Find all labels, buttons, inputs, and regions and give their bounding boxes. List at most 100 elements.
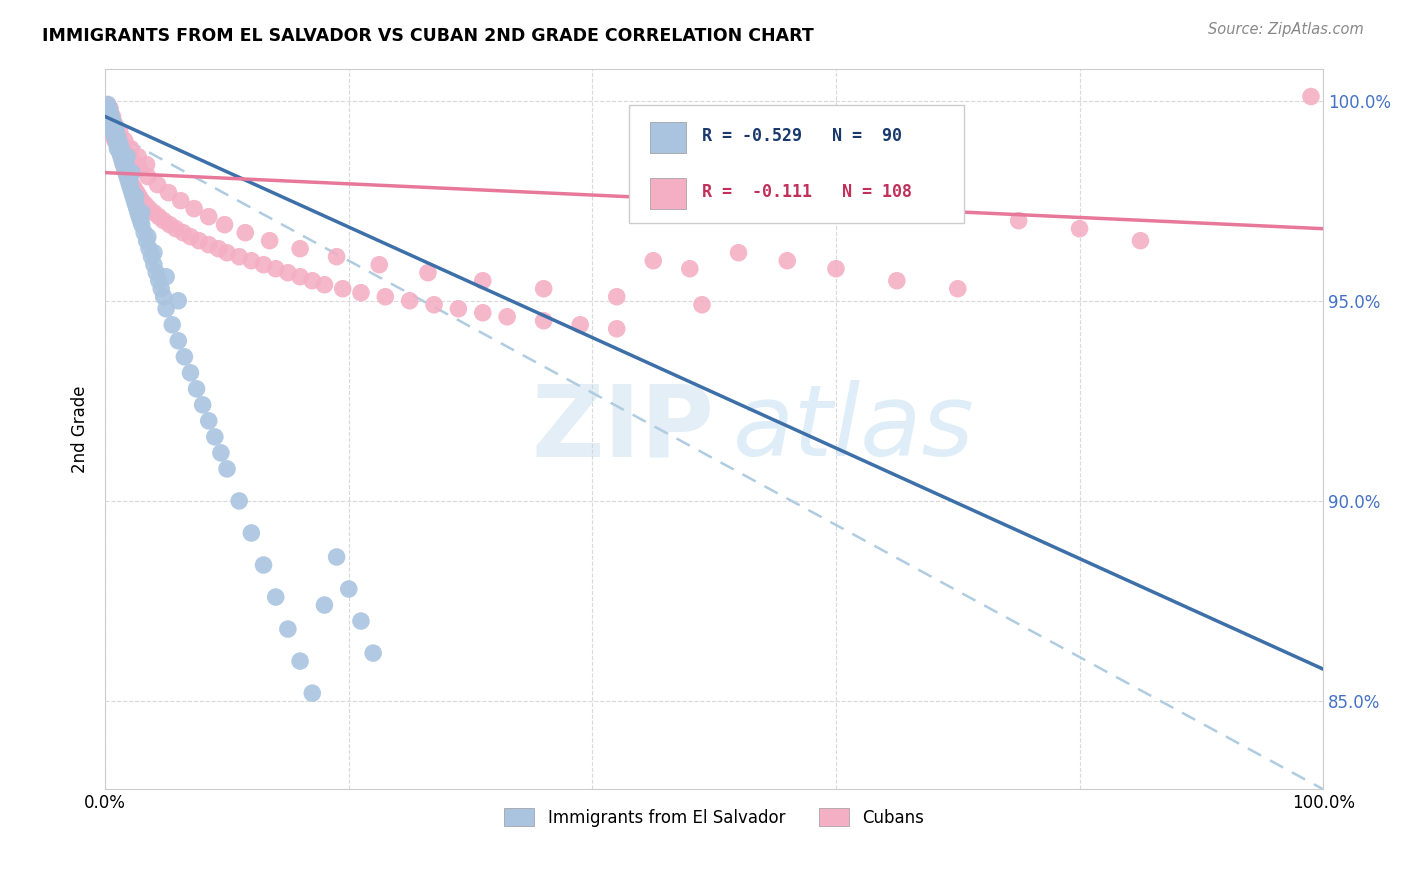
Point bbox=[97, 102, 120, 116]
Point bbox=[252, 258, 274, 272]
Point bbox=[155, 269, 177, 284]
Point bbox=[114, 153, 136, 168]
Point bbox=[288, 269, 311, 284]
Bar bbox=[650, 178, 686, 209]
Point bbox=[152, 290, 174, 304]
Y-axis label: 2nd Grade: 2nd Grade bbox=[72, 385, 89, 473]
Point bbox=[152, 213, 174, 227]
Point bbox=[111, 150, 134, 164]
Point bbox=[131, 218, 153, 232]
Point bbox=[277, 622, 299, 636]
Point bbox=[155, 301, 177, 316]
Point bbox=[135, 234, 157, 248]
Point bbox=[105, 126, 128, 140]
Point bbox=[105, 137, 128, 152]
Point bbox=[368, 258, 391, 272]
Point bbox=[172, 226, 194, 240]
Point bbox=[188, 234, 211, 248]
Point bbox=[148, 210, 170, 224]
Point bbox=[142, 205, 165, 219]
Point bbox=[886, 274, 908, 288]
Point bbox=[97, 97, 120, 112]
Point bbox=[314, 598, 336, 612]
Point bbox=[115, 150, 138, 164]
Point bbox=[332, 282, 354, 296]
Point bbox=[122, 189, 145, 203]
Point bbox=[214, 218, 236, 232]
Point bbox=[104, 118, 127, 132]
Point bbox=[228, 250, 250, 264]
Point bbox=[104, 126, 127, 140]
Point bbox=[167, 293, 190, 308]
Point bbox=[447, 301, 470, 316]
Point bbox=[96, 105, 118, 120]
Point bbox=[101, 121, 124, 136]
Point bbox=[288, 242, 311, 256]
Point bbox=[114, 158, 136, 172]
Point bbox=[97, 105, 120, 120]
Point bbox=[128, 161, 150, 176]
Point bbox=[134, 197, 156, 211]
Point bbox=[252, 558, 274, 572]
Point bbox=[118, 178, 141, 192]
Point bbox=[215, 462, 238, 476]
Point bbox=[179, 229, 201, 244]
Point bbox=[124, 189, 146, 203]
Point bbox=[101, 113, 124, 128]
Point bbox=[115, 145, 138, 160]
Point bbox=[141, 250, 163, 264]
Text: IMMIGRANTS FROM EL SALVADOR VS CUBAN 2ND GRADE CORRELATION CHART: IMMIGRANTS FROM EL SALVADOR VS CUBAN 2ND… bbox=[42, 27, 814, 45]
Point bbox=[114, 161, 136, 176]
Point bbox=[136, 229, 159, 244]
Text: R =  -0.111   N = 108: R = -0.111 N = 108 bbox=[702, 183, 912, 201]
Point bbox=[118, 173, 141, 187]
Point bbox=[129, 213, 152, 227]
Point bbox=[105, 142, 128, 156]
Point bbox=[314, 277, 336, 292]
Text: atlas: atlas bbox=[733, 380, 974, 477]
Point bbox=[277, 266, 299, 280]
Point bbox=[97, 110, 120, 124]
Point bbox=[97, 102, 120, 116]
Point bbox=[97, 97, 120, 112]
Point bbox=[112, 158, 135, 172]
Point bbox=[264, 590, 287, 604]
Point bbox=[115, 161, 138, 176]
Point bbox=[215, 245, 238, 260]
Point bbox=[167, 334, 190, 348]
Point bbox=[115, 166, 138, 180]
Point bbox=[103, 118, 125, 132]
Point bbox=[114, 134, 136, 148]
Point bbox=[159, 218, 181, 232]
Point bbox=[136, 169, 159, 184]
Point bbox=[96, 102, 118, 116]
Point bbox=[146, 178, 169, 192]
Point bbox=[104, 121, 127, 136]
Point bbox=[1129, 234, 1152, 248]
Point bbox=[398, 293, 420, 308]
Point bbox=[127, 150, 149, 164]
Point bbox=[108, 142, 131, 156]
Point bbox=[103, 126, 125, 140]
Point bbox=[145, 266, 167, 280]
Point bbox=[115, 158, 138, 172]
Point bbox=[264, 261, 287, 276]
Point bbox=[111, 145, 134, 160]
Point bbox=[124, 181, 146, 195]
Point bbox=[170, 194, 193, 208]
Point bbox=[165, 221, 187, 235]
Point bbox=[105, 134, 128, 148]
Point bbox=[121, 166, 143, 180]
Point bbox=[471, 306, 494, 320]
Point bbox=[138, 242, 160, 256]
Point bbox=[128, 189, 150, 203]
Text: ZIP: ZIP bbox=[531, 380, 714, 477]
Point bbox=[107, 134, 129, 148]
Point bbox=[97, 113, 120, 128]
Point bbox=[101, 126, 124, 140]
Point bbox=[259, 234, 281, 248]
Point bbox=[825, 261, 848, 276]
Point bbox=[301, 686, 323, 700]
Point bbox=[1069, 221, 1091, 235]
Point bbox=[471, 274, 494, 288]
